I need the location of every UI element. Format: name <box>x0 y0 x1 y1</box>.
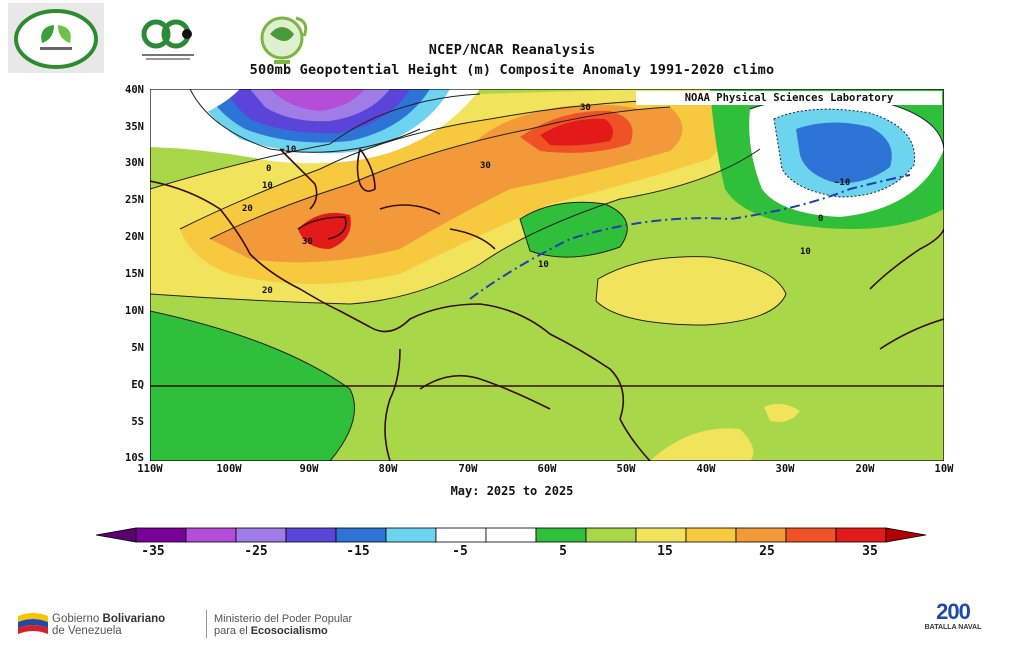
cc-logo-icon <box>141 19 194 60</box>
contour-label: 10 <box>262 181 273 191</box>
contour-fill-35-plus <box>540 118 614 146</box>
lat-label: 5N <box>131 342 144 354</box>
contour-fill-15-20-small <box>764 403 800 422</box>
coastlines <box>150 148 944 461</box>
colorbar-label: 15 <box>657 544 673 559</box>
contour-label: 20 <box>262 286 273 296</box>
period-label: May: 2025 to 2025 <box>450 484 574 498</box>
contour-label: -10 <box>834 178 850 188</box>
colorbar-segment <box>635 527 687 543</box>
institution-logo-2 <box>132 14 204 64</box>
colorbar-segment <box>535 527 587 543</box>
colorbar-segment <box>235 527 287 543</box>
lon-label: 50W <box>616 463 636 475</box>
colorbar-label: -25 <box>244 544 268 559</box>
lat-label: 25N <box>125 194 144 206</box>
contour-fill-neutral-far-northwest <box>150 89 240 129</box>
colorbar-min-arrow <box>96 527 137 543</box>
ministry-label: Ministerio del Poder Popular para el Eco… <box>214 613 353 637</box>
colorbar-segment <box>135 527 187 543</box>
government-label: Gobierno Bolivariano de Venezuela <box>52 613 166 637</box>
colorbar-segment <box>435 527 487 543</box>
lon-label: 10W <box>934 463 954 475</box>
bicentennial-text: BATALLA NAVAL <box>924 624 982 631</box>
colorbar-label: 25 <box>759 544 775 559</box>
colorbar-segment <box>835 527 887 543</box>
colorbar-segment <box>585 527 637 543</box>
contour-label: 30 <box>480 161 491 171</box>
colorbar-max-arrow <box>885 527 926 543</box>
lat-label: 20N <box>125 231 144 243</box>
contour-label: -10 <box>280 145 296 155</box>
colorbar-label: -35 <box>141 544 165 559</box>
contour-label: 10 <box>538 260 549 270</box>
contour-fill-neg25-neg30 <box>270 89 365 111</box>
colorbar-segment <box>185 527 237 543</box>
lon-label: 100W <box>216 463 242 475</box>
chart-title-line-1: NCEP/NCAR Reanalysis <box>428 42 596 58</box>
lat-label: 5S <box>131 416 144 428</box>
lon-label: 90W <box>299 463 319 475</box>
institution-logo-3 <box>248 8 318 68</box>
colorbar-segment <box>785 527 837 543</box>
lon-label: 60W <box>537 463 557 475</box>
contour-fill-neg10-neg15-northeast <box>796 122 892 184</box>
contour-label: 20 <box>242 204 253 214</box>
colorbar-segment <box>335 527 387 543</box>
lon-label: 40W <box>696 463 716 475</box>
colorbar-segment <box>285 527 337 543</box>
colorbar <box>96 527 926 543</box>
venezuela-flag-icon <box>16 610 50 636</box>
lat-label: 10S <box>125 452 144 464</box>
colorbar-segment <box>685 527 737 543</box>
globe-leaf-logo-icon <box>260 16 308 64</box>
lat-label: 15N <box>125 268 144 280</box>
track-line <box>469 174 911 300</box>
lon-label: 110W <box>137 463 163 475</box>
contour-label: 0 <box>818 214 823 224</box>
lon-label: 20W <box>855 463 875 475</box>
anomaly-map: -10 -10 30 30 10 20 30 20 10 10 0 0 <box>150 89 944 461</box>
contour-fill-15-20-atlantic <box>596 256 786 325</box>
lat-label: 10N <box>125 305 144 317</box>
lon-label: 80W <box>378 463 398 475</box>
footer-divider <box>206 610 207 638</box>
colorbar-segment <box>485 527 537 543</box>
leaf-logo-icon <box>14 9 98 69</box>
contour-label: 30 <box>580 103 591 113</box>
colorbar-label: 5 <box>559 544 567 559</box>
data-credit: NOAA Physical Sciences Laboratory <box>636 91 942 105</box>
lon-label: 70W <box>458 463 478 475</box>
contour-fill-5-10-atlantic <box>520 202 628 258</box>
lat-label: EQ <box>131 379 144 391</box>
colorbar-label: -15 <box>346 544 370 559</box>
lon-label: 30W <box>775 463 795 475</box>
lat-label: 40N <box>125 84 144 96</box>
lat-label: 30N <box>125 157 144 169</box>
contour-label: 10 <box>800 247 811 257</box>
colorbar-label: 35 <box>862 544 878 559</box>
contour-label: 30 <box>302 237 313 247</box>
bicentennial-logo: 200 BATALLA NAVAL <box>920 600 986 642</box>
colorbar-label: -5 <box>452 544 468 559</box>
lat-label: 35N <box>125 121 144 133</box>
colorbar-segment <box>385 527 437 543</box>
contour-fill-15-20-south <box>650 428 754 461</box>
chart-title-line-2: 500mb Geopotential Height (m) Composite … <box>249 62 775 78</box>
contour-label: 0 <box>266 164 271 174</box>
colorbar-segment <box>735 527 787 543</box>
bicentennial-number: 200 <box>936 599 971 624</box>
organization-logo-box <box>8 3 104 73</box>
